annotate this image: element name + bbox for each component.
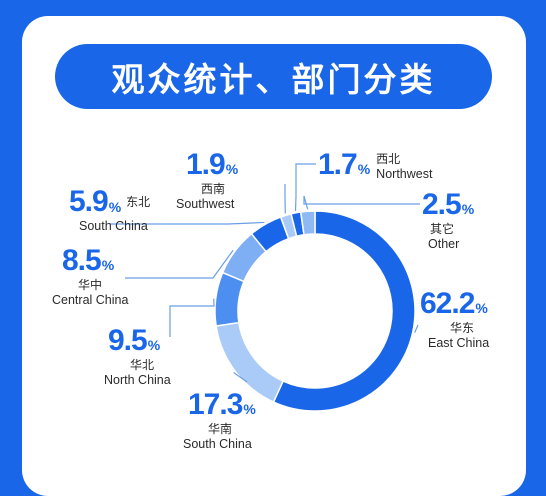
percent-sign: % [462, 201, 474, 217]
cn-northeast: 东北 [126, 195, 150, 210]
cn-central-china: 华中 [78, 278, 128, 293]
percent-sign: % [475, 300, 487, 316]
value-northwest: 1.7 [318, 148, 357, 181]
label-central-china: 8.5% 华中 Central China [52, 244, 128, 308]
en-north-china: North China [104, 373, 171, 388]
percent-sign: % [243, 401, 255, 417]
en-south-china-main: South China [183, 437, 256, 452]
percent-sign: % [102, 257, 114, 273]
cn-south-china-main: 华南 [208, 422, 256, 437]
label-south-china-main: 17.3% 华南 South China [183, 388, 256, 452]
value-central-china: 8.5 [62, 244, 101, 277]
leader-line-central-china [125, 250, 233, 278]
label-southwest: 1.9% 西南 Southwest [176, 148, 238, 212]
en-central-china: Central China [52, 293, 128, 308]
leader-line-east-china [415, 325, 418, 333]
label-northeast: 5.9% 东北 South China [69, 185, 150, 234]
slice-east-china [274, 211, 415, 411]
slice-north-china [215, 273, 244, 326]
label-northwest: 1.7% 西北 Northwest [318, 148, 432, 182]
value-southwest: 1.9 [186, 148, 225, 181]
percent-sign: % [358, 161, 370, 177]
percent-sign: % [109, 199, 121, 215]
cn-north-china: 华北 [130, 358, 171, 373]
leader-line-north-china [170, 299, 214, 337]
en-east-china: East China [428, 336, 489, 351]
en-northeast: South China [79, 219, 150, 234]
label-north-china: 9.5% 华北 North China [104, 324, 171, 388]
value-north-china: 9.5 [108, 324, 147, 357]
value-other: 2.5 [422, 188, 461, 221]
label-east-china: 62.2% 华东 East China [420, 287, 489, 351]
slice-other [301, 211, 315, 235]
en-southwest: Southwest [176, 197, 238, 212]
en-other: Other [428, 237, 474, 252]
percent-sign: % [226, 161, 238, 177]
leader-line-other [304, 196, 420, 209]
value-south-china-main: 17.3 [188, 388, 242, 421]
label-other: 2.5% 其它 Other [422, 188, 474, 252]
value-east-china: 62.2 [420, 287, 474, 320]
cn-other: 其它 [430, 222, 474, 237]
en-northwest: Northwest [376, 167, 432, 182]
value-northeast: 5.9 [69, 185, 108, 219]
cn-southwest: 西南 [201, 182, 238, 197]
cn-east-china: 华东 [450, 321, 489, 336]
percent-sign: % [148, 337, 160, 353]
cn-northwest: 西北 [376, 152, 432, 167]
